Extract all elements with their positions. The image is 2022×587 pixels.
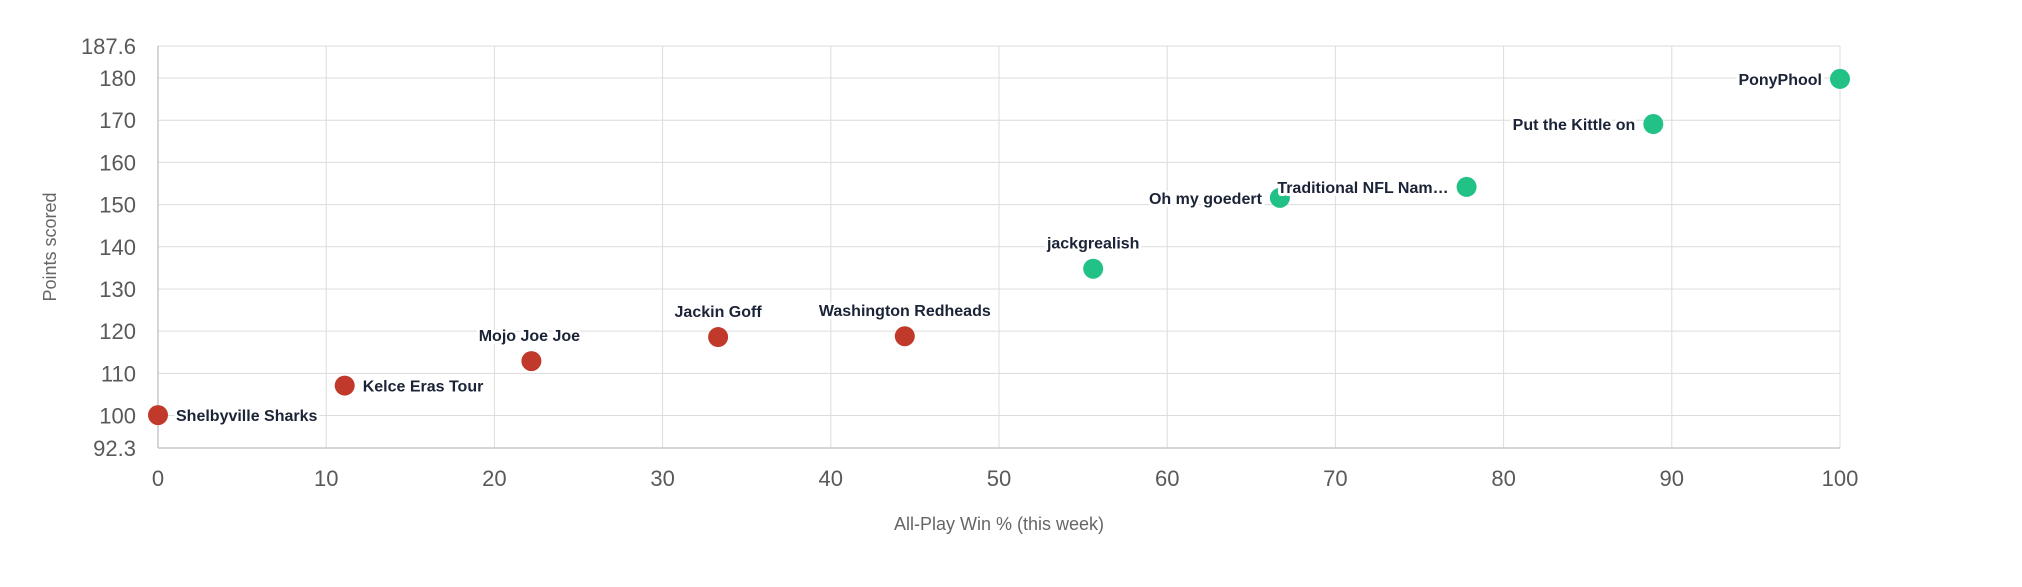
data-label: Oh my goedert xyxy=(1149,191,1263,208)
y-tick-label: 100 xyxy=(99,404,136,429)
x-tick-label: 40 xyxy=(819,466,843,491)
scatter-point[interactable] xyxy=(1269,187,1290,208)
data-label-halo: Mojo Joe Joe xyxy=(479,328,580,345)
scatter-point[interactable] xyxy=(1643,114,1664,135)
x-tick-label: 60 xyxy=(1155,466,1179,491)
data-label-halo: Kelce Eras Tour xyxy=(363,379,484,396)
x-tick-label: 100 xyxy=(1822,466,1859,491)
y-tick-label: 130 xyxy=(99,277,136,302)
data-label-halo: Traditional NFL Nam… xyxy=(1277,180,1448,197)
scatter-point[interactable] xyxy=(708,327,729,348)
scatter-point[interactable] xyxy=(1083,258,1104,279)
y-tick-label: 140 xyxy=(99,235,136,260)
data-label: PonyPhool xyxy=(1738,72,1822,89)
scatter-point[interactable] xyxy=(334,375,355,396)
data-label: Washington Redheads xyxy=(819,303,991,320)
scatter-point[interactable] xyxy=(1830,68,1850,89)
data-label-halo: Put the Kittle on xyxy=(1513,117,1636,134)
x-tick-label: 0 xyxy=(152,466,164,491)
x-tick-label: 50 xyxy=(987,466,1011,491)
y-tick-label: 180 xyxy=(99,66,136,91)
scatter-point[interactable] xyxy=(894,326,915,347)
scatter-point[interactable] xyxy=(148,405,168,426)
y-axis-title: Points scored xyxy=(40,192,60,301)
data-label: Traditional NFL Nam… xyxy=(1277,180,1448,197)
data-label: Mojo Joe Joe xyxy=(479,328,580,345)
x-tick-label: 10 xyxy=(314,466,338,491)
y-tick-label: 170 xyxy=(99,108,136,133)
x-tick-label: 90 xyxy=(1660,466,1684,491)
x-tick-label: 80 xyxy=(1491,466,1515,491)
y-tick-label: 120 xyxy=(99,319,136,344)
data-label-halo: Oh my goedert xyxy=(1149,191,1263,208)
data-label-halo: Shelbyville Sharks xyxy=(176,408,318,425)
data-label: Put the Kittle on xyxy=(1513,117,1636,134)
x-axis-title: All-Play Win % (this week) xyxy=(894,514,1104,534)
y-tick-label: 150 xyxy=(99,193,136,218)
x-tick-label: 20 xyxy=(482,466,506,491)
axes xyxy=(157,46,1840,449)
y-tick-label: 92.3 xyxy=(93,436,136,461)
scatter-point[interactable] xyxy=(1456,176,1477,197)
y-tick-label: 187.6 xyxy=(81,34,136,59)
y-tick-label: 160 xyxy=(99,150,136,175)
data-label: Jackin Goff xyxy=(675,304,763,321)
data-label-halo: jackgrealish xyxy=(1046,236,1140,253)
data-label-halo: Jackin Goff xyxy=(675,304,763,321)
scatter-point[interactable] xyxy=(521,351,542,372)
x-tick-label: 70 xyxy=(1323,466,1347,491)
x-tick-label: 30 xyxy=(650,466,674,491)
data-label-halo: Washington Redheads xyxy=(819,303,991,320)
data-label-halo: PonyPhool xyxy=(1738,72,1822,89)
tick-labels: 0 10 20 30 40 50 60 70 80 90 100 92.3 100 110 120 130 14… xyxy=(81,34,1858,491)
data-label: Kelce Eras Tour xyxy=(363,379,484,396)
data-label: jackgrealish xyxy=(1046,236,1140,253)
data-label: Shelbyville Sharks xyxy=(176,408,318,425)
data-points xyxy=(148,68,1850,426)
y-tick-label: 110 xyxy=(101,361,136,386)
